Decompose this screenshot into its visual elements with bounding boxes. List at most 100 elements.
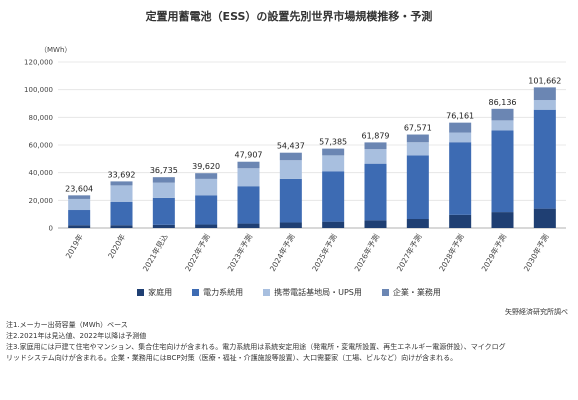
bar-segment	[279, 152, 302, 161]
bar-segment	[152, 197, 175, 225]
bar-segment	[195, 173, 218, 179]
bar-segment	[237, 161, 260, 169]
bar-segment	[195, 224, 218, 228]
bar-segment	[449, 122, 472, 133]
legend-item: 携帯電話基地局・UPS用	[263, 287, 362, 298]
y-tick-label: 0	[49, 225, 53, 233]
bar-segment	[364, 142, 387, 150]
legend-swatch	[381, 289, 389, 296]
bar-segment	[68, 195, 91, 199]
bar-segment	[406, 142, 429, 156]
x-tick-label: 2020年	[105, 232, 127, 260]
y-tick-label: 120,000	[24, 59, 53, 67]
bar-segment	[152, 182, 175, 198]
x-axis-ticks: 2019年 2020年 2021年見込 2022年予測 2023年予測 2024年予測 20…	[63, 232, 551, 273]
x-tick-label: 2029年予測	[479, 232, 508, 273]
bar-segment	[364, 149, 387, 164]
legend-item: 電力系統用	[192, 287, 243, 298]
chart-title: 定置用蓄電池（ESS）の設置先別世界市場規模推移・予測	[145, 10, 433, 23]
x-tick-label: 2019年	[63, 232, 85, 260]
total-label: 54,437	[277, 142, 305, 151]
x-tick-label: 2026年予測	[352, 232, 381, 273]
legend-label: 電力系統用	[203, 288, 244, 297]
x-tick-label: 2025年予測	[309, 232, 338, 273]
total-label: 86,136	[489, 98, 517, 107]
bar-segment	[406, 155, 429, 220]
legend-label: 携帯電話基地局・UPS用	[274, 288, 362, 297]
bar-segment	[449, 142, 472, 215]
bar-segment	[68, 210, 91, 226]
total-label: 101,662	[528, 76, 561, 85]
x-tick-label: 2021年見込	[140, 232, 170, 273]
bar-segment	[533, 100, 556, 110]
bar-segment	[406, 219, 429, 228]
footnote: 注2.2021年は見込値、2022年以降は予測値	[6, 332, 147, 340]
legend-swatch	[137, 289, 145, 296]
bar-segment	[322, 171, 345, 222]
bar-segment	[110, 225, 133, 228]
total-label: 23,604	[65, 184, 93, 193]
bar-segment	[279, 178, 302, 223]
x-tick-label: 2030年予測	[521, 232, 550, 273]
bars	[68, 87, 556, 228]
bar-segment	[449, 132, 472, 143]
bar-segment	[322, 148, 345, 156]
bar-segment	[533, 208, 556, 228]
total-label: 36,735	[150, 166, 178, 175]
x-tick-label: 2023年予測	[225, 232, 254, 273]
total-label: 76,161	[446, 112, 474, 121]
bar-segment	[110, 185, 133, 202]
legend-swatch	[192, 289, 200, 296]
legend-swatch	[263, 289, 271, 296]
legend: 家庭用 電力系統用 携帯電話基地局・UPS用 企業・業務用	[0, 287, 578, 298]
bar-segment	[279, 160, 302, 179]
gridlines	[58, 61, 566, 229]
x-tick-label: 2022年予測	[182, 232, 211, 273]
bar-segment	[533, 109, 556, 209]
y-tick-label: 20,000	[29, 197, 54, 205]
y-tick-label: 80,000	[29, 114, 54, 122]
total-label: 57,385	[319, 138, 347, 147]
x-tick-label: 2028年予測	[436, 232, 465, 273]
bar-segment	[110, 181, 133, 186]
footnote: 注3.家庭用には戸建て住宅やマンション、集合住宅向けが含まれる。電力系統用は系統…	[6, 343, 506, 351]
total-labels: 23,604 33,692 36,735 39,620 47,907 54,437 57,3…	[65, 76, 561, 193]
bar-segment	[322, 221, 345, 228]
bar-segment	[68, 225, 91, 228]
total-label: 33,692	[108, 170, 136, 179]
total-label: 47,907	[235, 151, 263, 160]
legend-label: 企業・業務用	[392, 288, 441, 297]
footnote: リッドシステム向けが含まれる。企業・業務用にはBCP対策（医療・福祉・介護施設等…	[6, 354, 458, 362]
total-label: 61,879	[362, 131, 390, 140]
bar-segment	[68, 198, 91, 211]
legend-label: 家庭用	[148, 288, 173, 297]
total-label: 39,620	[192, 162, 220, 171]
bar-segment	[237, 168, 260, 187]
y-axis-ticks: 0 20,000 40,000 60,000 80,000 100,000 120,000	[24, 59, 53, 233]
bar-segment	[237, 223, 260, 228]
bar-segment	[279, 222, 302, 228]
bar-segment	[152, 224, 175, 228]
bar-segment	[364, 220, 387, 228]
footnote: 注1.メーカー出荷容量（MWh）ベース	[6, 321, 128, 329]
y-tick-label: 60,000	[29, 142, 54, 150]
bar-segment	[406, 134, 429, 143]
bar-segment	[491, 130, 514, 213]
legend-item: 家庭用	[137, 287, 172, 298]
y-axis-unit-label: （MWh）	[40, 46, 71, 54]
x-tick-label: 2024年予測	[267, 232, 296, 273]
bar-segment	[110, 201, 133, 226]
bar-segment	[322, 155, 345, 172]
bar-segment	[491, 212, 514, 228]
bar-segment	[533, 87, 556, 101]
bar-segment	[152, 177, 175, 183]
y-tick-label: 40,000	[29, 169, 54, 177]
bar-segment	[364, 163, 387, 221]
bar-segment	[237, 186, 260, 224]
y-tick-label: 100,000	[24, 86, 53, 94]
bar-segment	[491, 108, 514, 121]
legend-item: 企業・業務用	[381, 287, 441, 298]
bar-segment	[449, 214, 472, 228]
bar-segment	[491, 120, 514, 131]
